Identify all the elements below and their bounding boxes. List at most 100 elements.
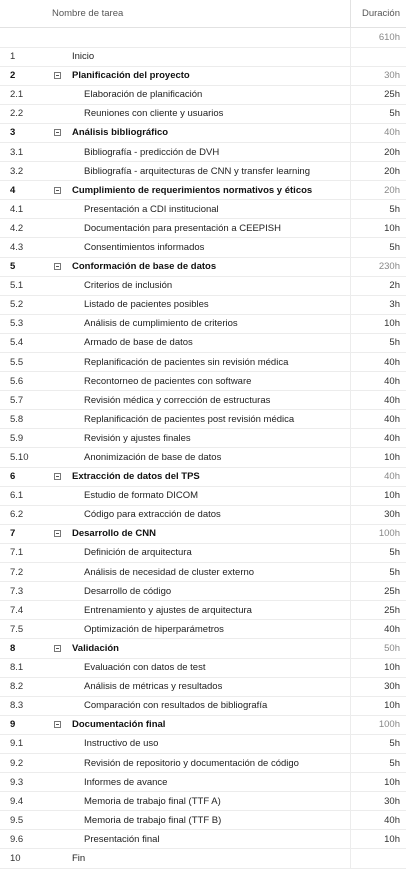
task-row[interactable]: 9.5 Memoria de trabajo final (TTF B) 40h [0,811,406,831]
task-duration [350,47,406,66]
task-id: 8.1 [10,662,24,674]
task-row[interactable]: 7.2 Análisis de necesidad de cluster exte… [0,563,406,583]
task-name: Conformación de base de datos [72,261,217,273]
task-row[interactable]: 9.1 Instructivo de uso 5h [0,734,406,754]
task-row[interactable]: 4.3 Consentimientos informados 5h [0,238,406,258]
task-row[interactable]: 2.1 Elaboración de planificación 25h [0,85,406,105]
task-id: 3.2 [10,165,24,177]
task-id: 7.1 [10,547,24,559]
summary-task-row[interactable]: 5 Conformación de base de datos 230h [0,257,406,277]
collapse-toggle-icon[interactable] [54,186,61,194]
task-row[interactable]: 5.1 Criterios de inclusión 2h [0,276,406,296]
task-name: Planificación del proyecto [72,70,190,82]
task-row[interactable]: 8.2 Análisis de métricas y resultados 30h [0,677,406,697]
task-id: 5.8 [10,413,24,425]
collapse-toggle-icon[interactable] [54,72,61,80]
task-name: Bibliografía - predicción de DVH [84,146,220,158]
task-row[interactable]: 7.1 Definición de arquitectura 5h [0,543,406,564]
collapse-toggle-icon[interactable] [54,473,61,481]
collapse-toggle-icon[interactable] [54,644,61,652]
collapse-toggle-icon[interactable] [54,721,61,729]
task-name: Análisis de cumplimiento de criterios [84,318,238,330]
task-id: 10 [10,852,21,864]
task-row[interactable]: 9.6 Presentación final 10h [0,830,406,850]
task-name: Criterios de inclusión [84,280,173,292]
task-row[interactable]: 3.1 Bibliografía - predicción de DVH 20h [0,142,406,163]
task-row[interactable]: 3.2 Bibliografía - arquitecturas de CNN y… [0,162,406,182]
total-row: 610h [0,28,406,48]
task-row[interactable]: 5.6 Recontorneo de pacientes con software… [0,372,406,392]
task-row[interactable]: 5.10 Anonimización de base de datos 10h [0,448,406,468]
summary-task-row[interactable]: 9 Documentación final 100h [0,715,406,735]
collapse-toggle-icon[interactable] [54,129,61,137]
task-id: 7 [10,528,16,540]
task-row[interactable]: 9.4 Memoria de trabajo final (TTF A) 30h [0,792,406,812]
task-row[interactable]: 4.2 Documentación para presentación a CEE… [0,219,406,239]
task-duration: 5h [350,200,406,219]
task-name: Recontorneo de pacientes con software [84,375,252,387]
task-name: Armado de base de datos [84,337,193,349]
task-id: 7.2 [10,566,24,578]
task-row[interactable]: 2.2 Reuniones con cliente y usuarios 5h [0,104,406,124]
task-name: Memoria de trabajo final (TTF B) [84,814,222,826]
summary-task-row[interactable]: 4 Cumplimiento de requerimientos normativ… [0,181,406,201]
task-id: 6.1 [10,490,24,502]
task-id: 5.4 [10,337,24,349]
milestone-row[interactable]: 1 Inicio [0,47,406,67]
task-row[interactable]: 5.4 Armado de base de datos 5h [0,333,406,353]
task-row[interactable]: 6.1 Estudio de formato DICOM 10h [0,486,406,506]
task-row[interactable]: 5.7 Revisión médica y corrección de estru… [0,391,406,411]
task-name: Definición de arquitectura [84,547,192,559]
task-id: 8 [10,642,16,654]
column-header-task-name[interactable]: Nombre de tarea [52,8,124,19]
task-id: 9 [10,719,16,731]
task-row[interactable]: 5.2 Listado de pacientes posibles 3h [0,295,406,315]
collapse-toggle-icon[interactable] [54,530,61,538]
task-name: Comparación con resultados de bibliograf… [84,700,268,712]
summary-task-row[interactable]: 3 Análisis bibliográfico 40h [0,123,406,143]
task-id: 3.1 [10,146,24,158]
task-row[interactable]: 7.5 Optimización de hiperparámetros 40h [0,620,406,640]
summary-task-row[interactable]: 6 Extracción de datos del TPS 40h [0,467,406,487]
task-duration: 40h [350,391,406,410]
task-row[interactable]: 4.1 Presentación a CDI institucional 5h [0,200,406,220]
summary-task-row[interactable]: 7 Desarrollo de CNN 100h [0,524,406,544]
task-row[interactable]: 5.8 Replanificación de pacientes post rev… [0,410,406,430]
task-name: Inicio [72,51,95,63]
task-name: Reuniones con cliente y usuarios [84,108,224,120]
task-row[interactable]: 8.3 Comparación con resultados de bibliog… [0,696,406,716]
task-row[interactable]: 8.1 Evaluación con datos de test 10h [0,658,406,678]
task-row[interactable]: 6.2 Código para extracción de datos 30h [0,505,406,525]
task-duration: 10h [350,773,406,792]
task-name: Presentación final [84,833,160,845]
task-duration: 40h [350,123,406,142]
collapse-toggle-icon[interactable] [54,263,61,271]
task-row[interactable]: 5.5 Replanificación de pacientes sin revi… [0,353,406,373]
task-name: Revisión médica y corrección de estructu… [84,394,271,406]
task-row[interactable]: 5.3 Análisis de cumplimiento de criterios… [0,314,406,334]
task-duration [350,849,406,868]
task-id: 5.7 [10,394,24,406]
task-duration: 2h [350,276,406,295]
task-name: Documentación para presentación a CEEPIS… [84,222,281,234]
task-row[interactable]: 5.9 Revisión y ajustes finales 40h [0,429,406,449]
task-row[interactable]: 7.4 Entrenamiento y ajustes de arquitectu… [0,601,406,621]
task-id: 5.9 [10,432,24,444]
column-header-duration[interactable]: Duración [350,0,406,27]
task-name: Evaluación con datos de test [84,662,206,674]
task-duration: 5h [350,543,406,563]
task-duration: 5h [350,753,406,773]
task-row[interactable]: 9.2 Revisión de repositorio y documentaci… [0,753,406,774]
task-id: 5.6 [10,375,24,387]
task-duration: 10h [350,314,406,333]
task-duration: 25h [350,85,406,104]
task-row[interactable]: 9.3 Informes de avance 10h [0,773,406,793]
summary-task-row[interactable]: 2 Planificación del proyecto 30h [0,66,406,86]
task-duration: 5h [350,333,406,352]
task-row[interactable]: 7.3 Desarrollo de código 25h [0,582,406,602]
milestone-row[interactable]: 10 Fin [0,849,406,869]
task-name: Anonimización de base de datos [84,452,222,464]
summary-task-row[interactable]: 8 Validación 50h [0,639,406,659]
task-name: Consentimientos informados [84,241,205,253]
task-name: Documentación final [72,719,166,731]
